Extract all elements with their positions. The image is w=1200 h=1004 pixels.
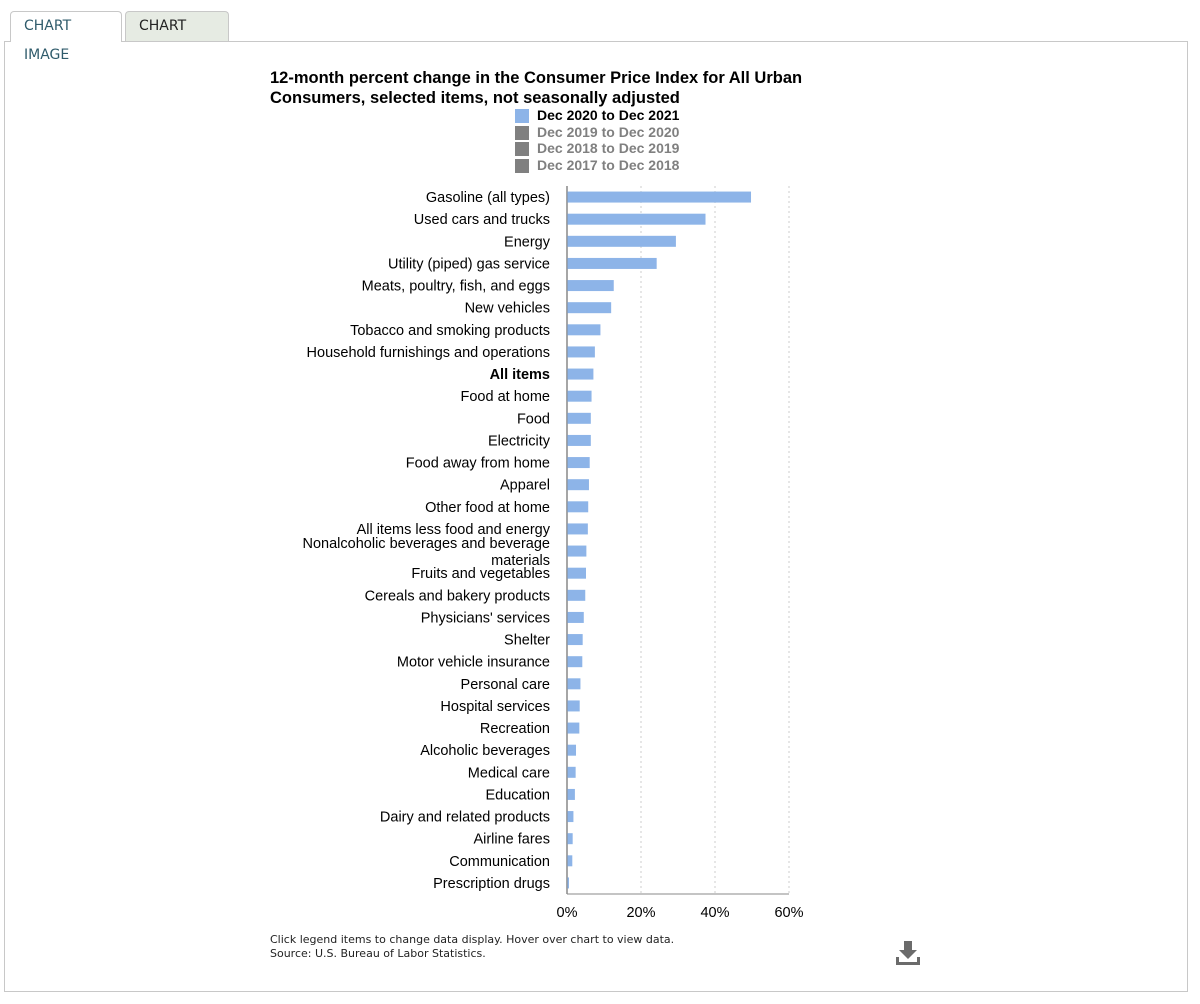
- bar: [568, 457, 590, 468]
- bar: [568, 877, 569, 888]
- bar: [568, 855, 573, 866]
- bar: [568, 546, 587, 557]
- bar: [568, 634, 583, 645]
- category-label: Personal care: [461, 677, 550, 693]
- category-label: Physicians' services: [421, 610, 550, 626]
- category-label: Fruits and vegetables: [411, 566, 550, 582]
- bar: [568, 479, 589, 490]
- category-label: Utility (piped) gas service: [388, 256, 550, 272]
- category-label: Prescription drugs: [433, 876, 550, 892]
- bar: [568, 590, 586, 601]
- bar: [568, 612, 584, 623]
- category-label: Recreation: [480, 721, 550, 737]
- x-tick-label: 0%: [557, 905, 578, 921]
- category-label: Hospital services: [440, 699, 550, 715]
- bar: [568, 568, 587, 579]
- bar: [568, 789, 575, 800]
- category-label: Food at home: [461, 389, 550, 405]
- category-label: Motor vehicle insurance: [397, 655, 550, 671]
- category-label: Communication: [449, 854, 550, 870]
- tab-chart-image[interactable]: CHART IMAGE: [10, 11, 122, 42]
- category-label: Nonalcoholic beverages and beverage mater…: [303, 536, 550, 569]
- bar: [568, 656, 583, 667]
- category-label: Cereals and bakery products: [365, 588, 550, 604]
- x-tick-label: 40%: [700, 905, 729, 921]
- bar: [568, 236, 676, 247]
- bar: [568, 501, 589, 512]
- bar: [568, 833, 573, 844]
- category-label: Other food at home: [425, 500, 550, 516]
- category-label: Meats, poultry, fish, and eggs: [362, 279, 550, 295]
- bar: [568, 324, 601, 335]
- download-icon[interactable]: [893, 938, 923, 968]
- category-label: Gasoline (all types): [426, 190, 550, 206]
- category-label: All items: [490, 367, 550, 383]
- bar: [568, 346, 595, 357]
- category-label: Shelter: [504, 633, 550, 649]
- footnote-source: Source: U.S. Bureau of Labor Statistics.: [270, 947, 674, 961]
- bar: [568, 767, 576, 778]
- category-label: Food away from home: [406, 456, 550, 472]
- bar: [568, 745, 577, 756]
- bar: [568, 811, 574, 822]
- x-tick-label: 20%: [626, 905, 655, 921]
- category-label: Food: [517, 411, 550, 427]
- bar: [568, 678, 581, 689]
- category-label: Airline fares: [473, 832, 550, 848]
- category-label: Household furnishings and operations: [307, 345, 550, 361]
- category-label: Education: [486, 787, 551, 803]
- category-label: Dairy and related products: [380, 810, 550, 826]
- bar: [568, 214, 706, 225]
- bar: [568, 369, 594, 380]
- bar: [568, 435, 591, 446]
- category-label: Tobacco and smoking products: [350, 323, 550, 339]
- category-label: Electricity: [488, 433, 551, 449]
- category-label: Used cars and trucks: [414, 212, 550, 228]
- footnote-instructions: Click legend items to change data displa…: [270, 933, 674, 947]
- bar: [568, 391, 592, 402]
- category-label: Medical care: [468, 765, 550, 781]
- category-label: Apparel: [500, 478, 550, 494]
- bar: [568, 413, 591, 424]
- category-label: Alcoholic beverages: [420, 743, 550, 759]
- bar: [568, 700, 580, 711]
- x-tick-label: 60%: [774, 905, 803, 921]
- bar: [568, 302, 612, 313]
- bar: [568, 192, 752, 203]
- category-label: New vehicles: [465, 301, 550, 317]
- bar: [568, 280, 614, 291]
- bar: [568, 258, 657, 269]
- bar: [568, 523, 588, 534]
- bar: [568, 723, 580, 734]
- category-label: Energy: [504, 234, 551, 250]
- chart-footnote: Click legend items to change data displa…: [270, 933, 674, 961]
